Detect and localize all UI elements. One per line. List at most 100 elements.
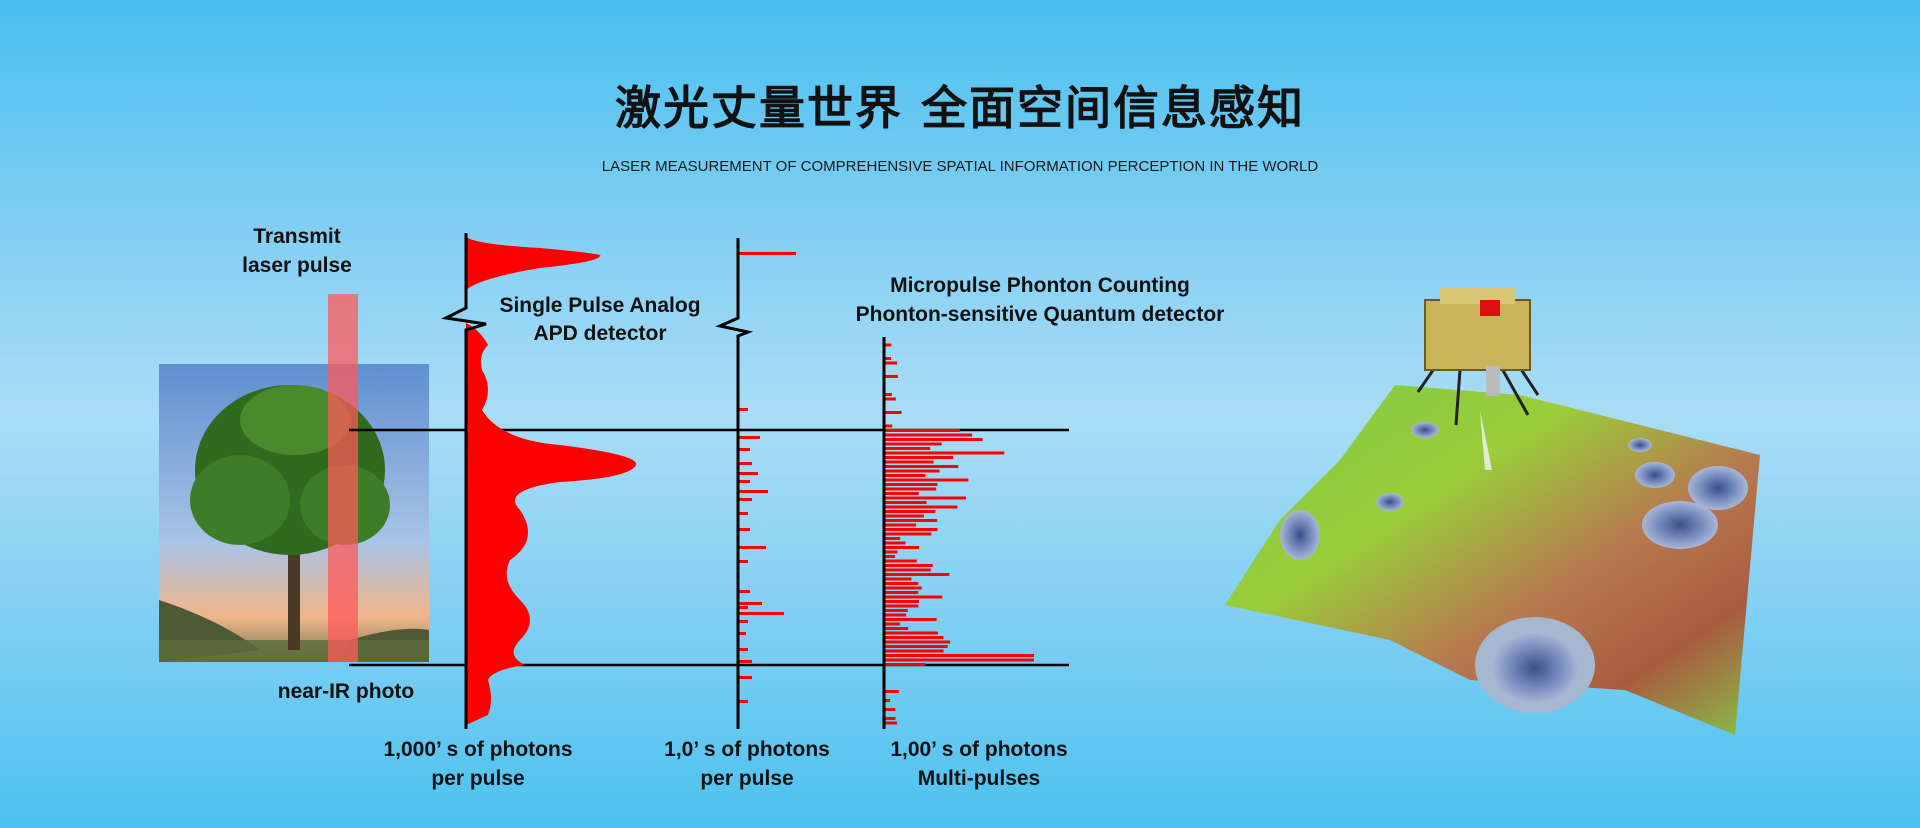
photon-bar [738,462,752,465]
photon-bar [884,474,926,477]
photon-bar [884,586,922,590]
photon-bar [738,676,752,679]
photon-bar [884,631,938,635]
axis3-label-line2: Multi-pulses [918,767,1041,790]
photon-bar [738,560,748,563]
photon-bar [738,512,748,515]
laser-beam [328,294,358,662]
photon-bar [884,591,919,594]
near-ir-photo-label: near-IR photo [278,680,415,703]
photon-bar [738,612,784,615]
photon-bar [884,663,926,666]
photon-bar [884,451,1005,455]
photon-bar [884,600,920,603]
photon-bar [738,408,748,411]
photon-bar [884,658,1034,662]
photon-bar [884,343,892,347]
photon-bar [738,602,762,605]
photon-bar [738,632,746,635]
analog-label-line2: APD detector [533,322,666,345]
photon-bar [884,447,931,450]
photon-bar [884,514,924,518]
photon-bar [884,645,948,648]
sparse-photon-bars [738,252,796,703]
photon-bar [884,613,907,617]
photon-bar [884,438,983,441]
photon-bar [738,490,768,493]
photon-bar [884,433,973,437]
photon-bar [884,510,936,513]
photon-bar [884,690,899,693]
photon-bar [884,532,932,536]
photon-bar [884,411,902,414]
photon-bar [884,456,954,459]
photon-bar [884,721,898,725]
photon-bar [884,519,938,522]
photon-bar [884,361,898,365]
photon-bar [884,708,896,711]
analog-axis [441,233,487,729]
photon-bar [738,498,752,501]
photon-bar [738,590,750,593]
photon-bar [738,660,752,663]
photon-bar [884,424,893,428]
photon-bar [738,700,748,703]
photon-bar [884,442,942,446]
photon-bar [884,397,896,401]
photon-bar [884,487,937,491]
photon-bar [884,492,919,495]
photon-bar [738,620,748,623]
photon-bar [738,448,750,451]
photon-bar [884,622,900,626]
photon-bar [884,541,906,545]
axis1-label-line1: 1,000’ s of photons [383,738,572,761]
photon-bar [884,654,1034,657]
transmit-label-line1: Transmit [253,225,341,248]
photon-bar [884,375,898,378]
photon-bar [884,577,912,581]
photon-bar [738,480,750,483]
axis2-label-line2: per pulse [700,767,793,790]
analog-waveform [466,236,637,725]
lunar-lander [1416,288,1540,470]
photon-bar [738,252,796,255]
photon-bar [738,472,758,475]
photon-bar [738,606,748,609]
photon-bar [884,636,944,639]
transmit-label-line2: laser pulse [242,254,352,277]
photon-bar [884,595,943,599]
photon-bar [884,478,969,482]
photon-bar [884,717,896,720]
photon-bar [884,568,931,572]
photon-bar [738,648,748,651]
sparse-axis [715,238,754,729]
photon-bar [738,528,750,531]
axis2-label-line1: 1,0’ s of photons [664,738,830,761]
photon-bar [884,559,917,563]
photon-bar [884,582,919,585]
photon-bar [738,436,760,439]
page-title: 激光丈量世界 全面空间信息感知 [615,81,1305,135]
photon-bar [884,501,927,504]
dense-photon-bars [884,343,1034,725]
photon-bar [884,469,940,473]
photon-bar [884,604,919,608]
page-subtitle: LASER MEASUREMENT OF COMPREHENSIVE SPATI… [602,158,1319,175]
photon-bar [884,609,908,612]
photon-bar [884,699,891,702]
photon-bar [884,649,944,653]
photon-bar [884,537,901,540]
photon-bar [884,357,891,360]
photon-bar [884,550,898,554]
axis1-label-line2: per pulse [431,767,524,790]
photon-bar [884,523,917,527]
photon-bar [884,496,967,500]
photon-bar [738,546,766,549]
photon-bar [884,640,951,644]
photon-bar [884,465,959,468]
lunar-terrain-model [1225,385,1760,735]
photon-bar [884,546,920,549]
axis3-label-line1: 1,00’ s of photons [890,738,1067,761]
